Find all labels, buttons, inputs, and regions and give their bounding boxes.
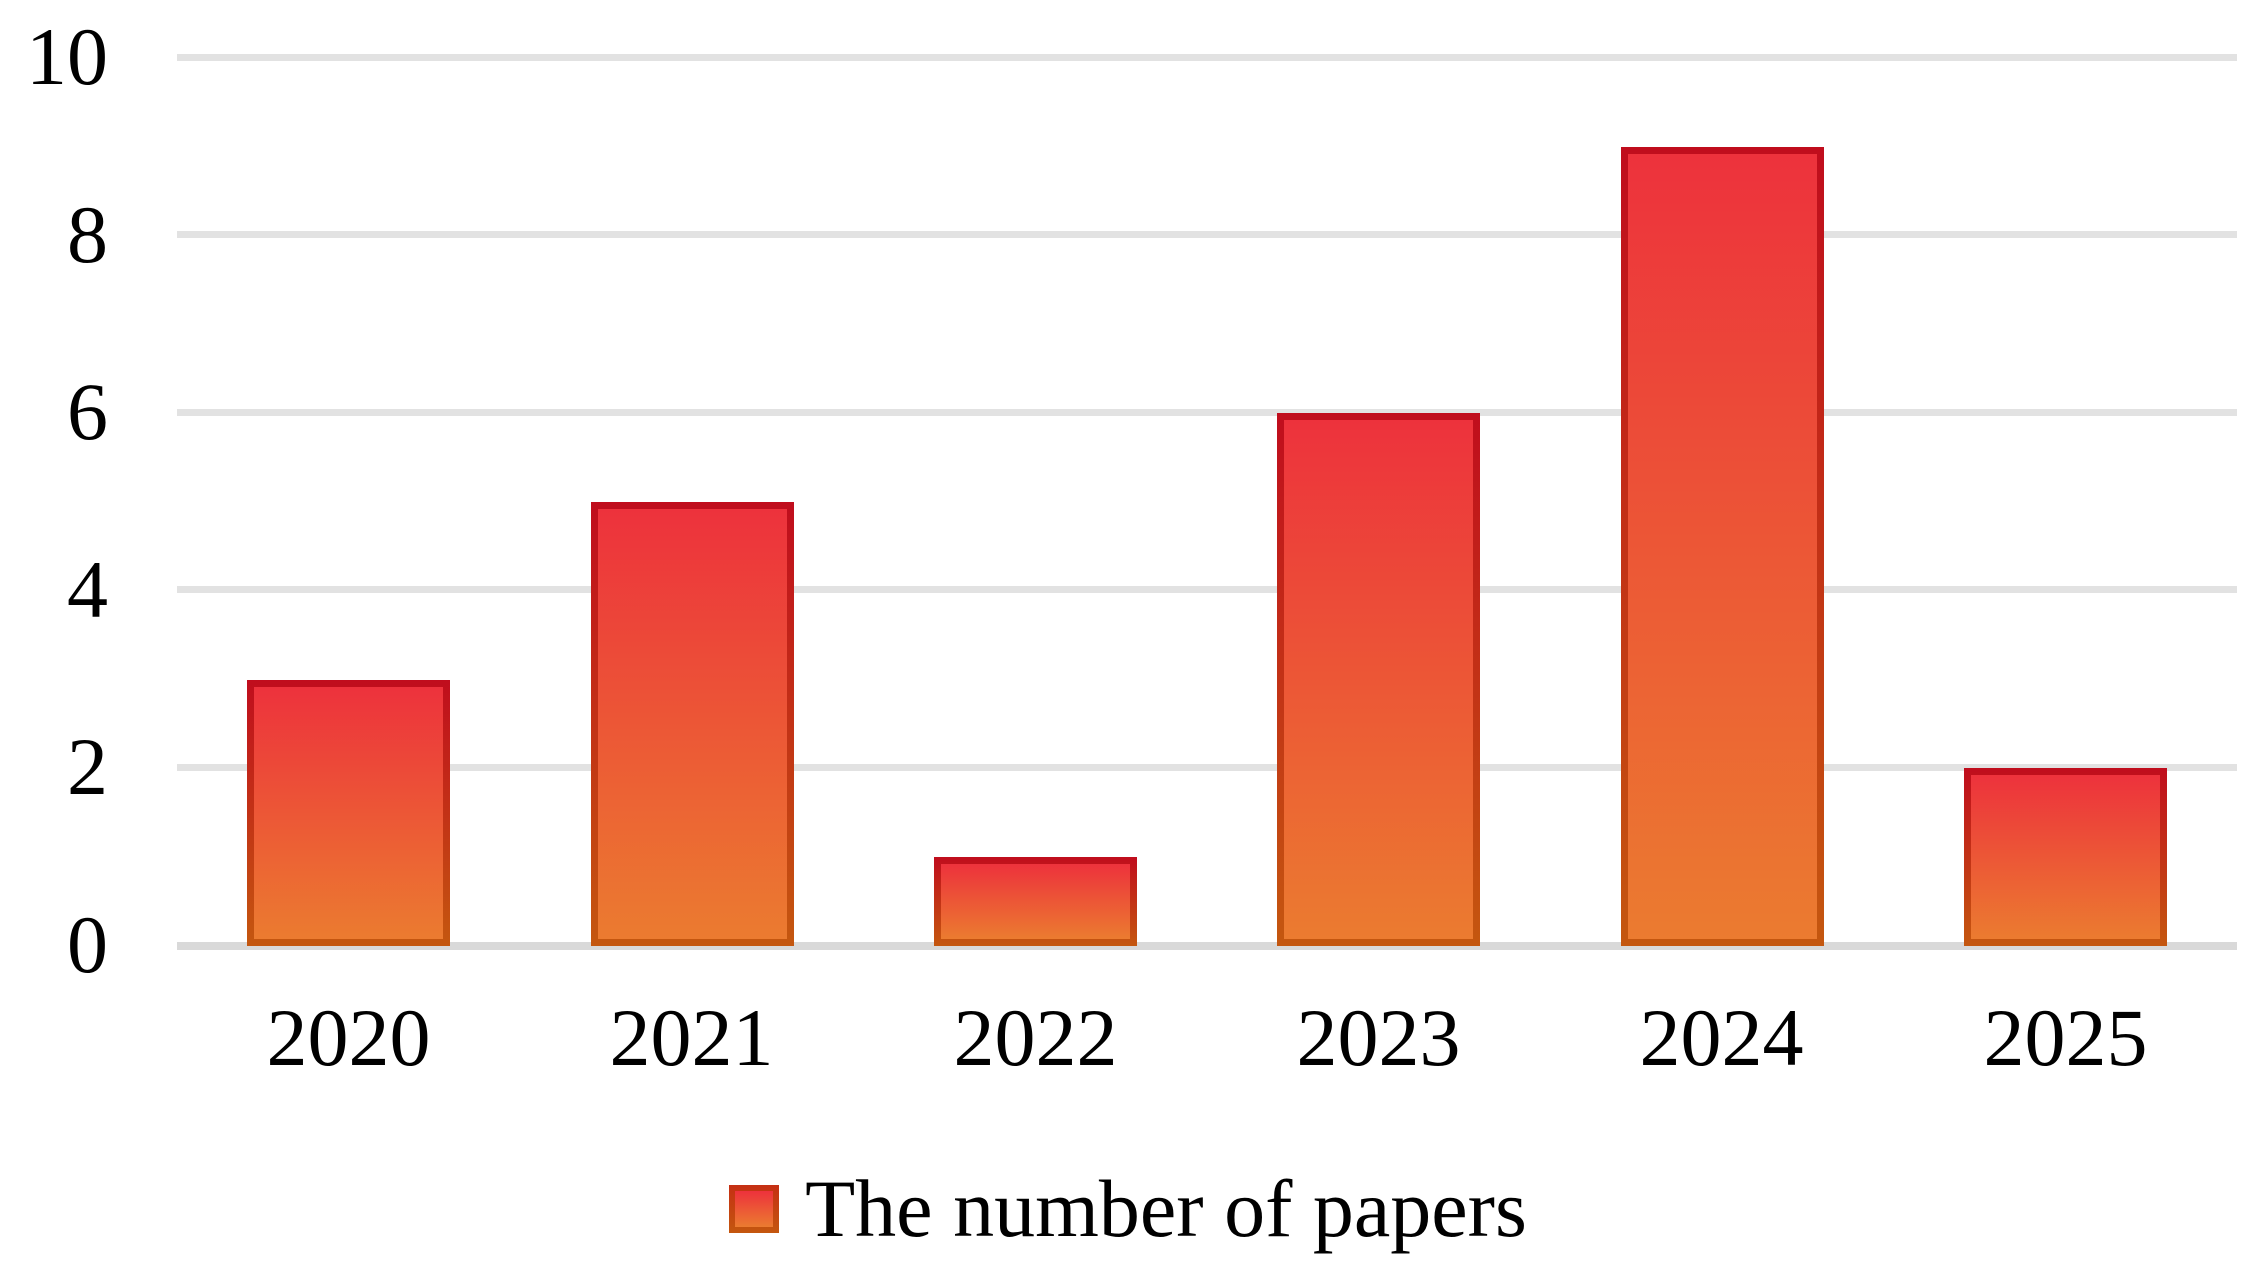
x-axis-tick-label: 2024 [1639, 992, 1804, 1083]
legend-swatch-fill [735, 1191, 774, 1227]
legend: The number of papers [0, 1168, 2256, 1250]
gridline-y10 [177, 54, 2237, 61]
x-axis-tick-label: 2023 [1296, 992, 1461, 1083]
bar-2020 [247, 680, 450, 946]
gridline-y2 [177, 764, 2237, 771]
y-axis-tick-label: 10 [26, 11, 108, 102]
bar-fill-2021 [598, 509, 787, 939]
bar-fill-2024 [1628, 154, 1817, 939]
gridline-y4 [177, 586, 2237, 593]
bar-2025 [1964, 768, 2167, 946]
x-axis-tick-label: 2025 [1983, 992, 2148, 1083]
x-axis-line [177, 942, 2237, 950]
legend-swatch [729, 1185, 780, 1233]
bar-2024 [1621, 147, 1824, 946]
legend-label: The number of papers [805, 1163, 1527, 1254]
x-axis-tick-label: 2022 [953, 992, 1118, 1083]
bar-2021 [591, 502, 794, 946]
bar-2022 [934, 857, 1137, 946]
y-axis-tick-label: 4 [67, 544, 108, 635]
bar-fill-2022 [941, 864, 1130, 939]
y-axis-tick-label: 6 [67, 366, 108, 457]
y-axis-tick-label: 8 [67, 189, 108, 280]
bar-2023 [1277, 413, 1480, 946]
gridline-y6 [177, 409, 2237, 416]
bar-fill-2020 [254, 687, 443, 939]
bar-fill-2025 [1971, 775, 2160, 939]
y-axis-tick-label: 0 [67, 899, 108, 990]
x-axis-tick-label: 2020 [266, 992, 431, 1083]
x-axis-tick-label: 2021 [609, 992, 774, 1083]
gridline-y8 [177, 231, 2237, 238]
bar-fill-2023 [1284, 420, 1473, 939]
y-axis-tick-label: 2 [67, 721, 108, 812]
